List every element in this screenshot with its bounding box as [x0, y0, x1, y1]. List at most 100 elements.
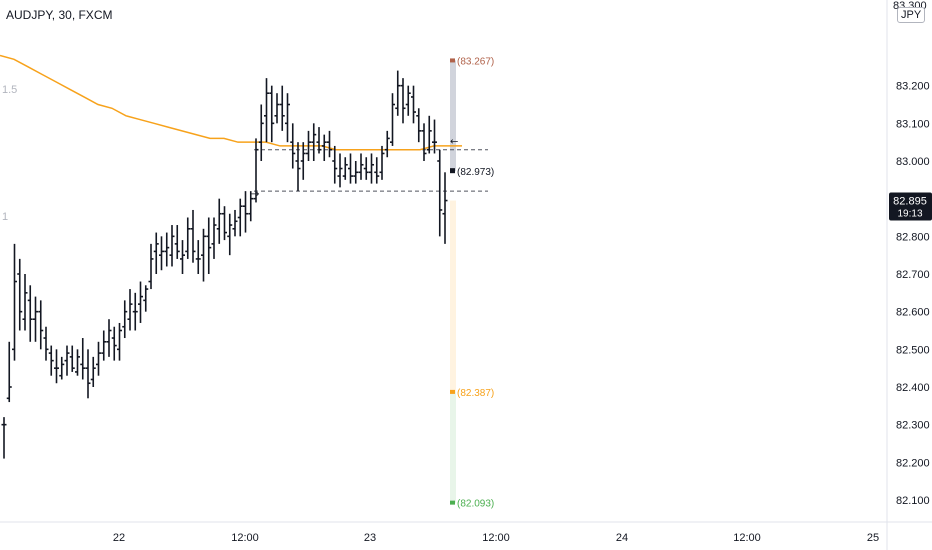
x-tick-label: 24	[616, 532, 628, 544]
arrow-left-icon: ←	[450, 136, 458, 147]
ohlc-bar	[274, 93, 280, 124]
side-mark-lower: 1	[2, 211, 9, 223]
ohlc-bar	[6, 341, 12, 403]
ohlc-bar	[432, 119, 437, 154]
ohlc-bar	[306, 130, 311, 161]
ohlc-bar	[285, 93, 290, 143]
ohlc-bar	[117, 322, 122, 361]
currency-badge[interactable]: JPY	[897, 7, 926, 23]
ohlc-bar	[148, 243, 154, 290]
ohlc-bar	[64, 345, 70, 376]
y-tick-label: 82.300	[896, 420, 930, 432]
target-marker-1	[450, 389, 455, 394]
target-marker-2	[450, 500, 455, 505]
ohlc-bar	[237, 198, 243, 237]
ohlc-bar	[395, 70, 401, 116]
ohlc-bar	[222, 206, 227, 241]
y-tick-label: 83.200	[896, 81, 930, 93]
level-annotation-label: (83.267)	[457, 56, 494, 67]
ohlc-bar	[69, 345, 75, 372]
ohlc-bar	[201, 228, 206, 282]
ohlc-bar	[279, 85, 285, 131]
ohlc-bar	[426, 115, 432, 154]
ohlc-bar	[332, 145, 338, 184]
ohlc-bar	[27, 285, 33, 342]
ohlc-bar	[400, 78, 406, 124]
y-tick-label: 82.400	[896, 382, 930, 394]
ohlc-bar	[295, 142, 301, 192]
stop-marker	[450, 58, 455, 63]
x-tick-label: 12:00	[482, 532, 510, 544]
level-annotation-label: (82.973)	[457, 167, 494, 178]
ohlc-bar	[374, 157, 380, 184]
ohlc-bar	[132, 292, 138, 331]
ohlc-bar	[248, 191, 254, 222]
ohlc-bar	[211, 217, 217, 259]
y-tick-label: 82.600	[896, 307, 930, 319]
ohlc-bar	[363, 157, 369, 180]
ohlc-bar	[38, 300, 44, 350]
ohlc-bar	[59, 356, 65, 380]
ohlc-bar	[243, 191, 248, 233]
ohlc-bar	[442, 172, 448, 244]
ohlc-bar	[85, 349, 91, 399]
ohlc-bar	[384, 130, 390, 158]
arrow-right-icon: →	[251, 189, 259, 200]
ohlc-bar	[421, 123, 427, 161]
y-tick-label: 82.800	[896, 231, 930, 243]
last-price-label: 82.895	[893, 196, 927, 208]
target-zone-2	[450, 391, 456, 503]
ohlc-bar	[321, 134, 327, 161]
y-tick-label: 82.100	[896, 495, 930, 507]
ohlc-bar	[190, 209, 196, 263]
ohlc-bar	[416, 108, 422, 143]
ohlc-bar	[43, 326, 49, 361]
side-mark-upper: 1.5	[2, 84, 18, 96]
x-tick-label: 23	[364, 532, 376, 544]
ohlc-bar	[153, 232, 159, 274]
ohlc-bar	[290, 123, 296, 169]
y-tick-label: 83.100	[896, 118, 930, 130]
x-tick-label: 12:00	[231, 532, 259, 544]
ohlc-bar	[411, 85, 416, 124]
ohlc-bar	[33, 296, 38, 342]
x-tick-label: 12:00	[733, 532, 761, 544]
y-tick-label: 82.500	[896, 344, 930, 356]
ohlc-bar	[342, 157, 348, 180]
ohlc-bar	[80, 338, 86, 380]
ohlc-bar	[327, 130, 332, 158]
ohlc-bar	[54, 349, 59, 384]
stop-zone	[450, 60, 456, 172]
x-tick-label: 22	[113, 532, 125, 544]
ohlc-bar	[227, 213, 233, 256]
ohlc-bar	[358, 153, 364, 180]
ohlc-bar	[174, 225, 180, 259]
ohlc-bar	[185, 217, 191, 259]
ohlc-bar	[232, 209, 238, 237]
ohlc-bar	[159, 236, 164, 271]
target-zone-1	[450, 200, 456, 392]
ohlc-bar	[96, 341, 101, 376]
ohlc-bar	[269, 85, 275, 143]
ohlc-bar	[195, 240, 201, 274]
ohlc-bar	[316, 127, 322, 154]
ohlc-bar	[75, 349, 80, 376]
symbol-title[interactable]: AUDJPY, 30, FXCM	[6, 8, 113, 22]
ohlc-bar	[122, 300, 128, 339]
level-annotation-label: (82.387)	[457, 388, 494, 399]
y-tick-label: 82.200	[896, 457, 930, 469]
ohlc-bar	[337, 153, 343, 188]
ohlc-bar	[106, 319, 112, 357]
ohlc-bar	[22, 274, 28, 331]
y-tick-label: 82.700	[896, 269, 930, 281]
ohlc-bar	[48, 345, 54, 376]
ohlc-bar	[143, 285, 149, 312]
ohlc-bar	[390, 93, 395, 146]
ohlc-bar	[300, 142, 306, 180]
ohlc-bar	[353, 161, 359, 184]
y-tick-label: 83.000	[896, 156, 930, 168]
ohlc-bar	[101, 330, 107, 361]
ohlc-bar	[264, 78, 269, 143]
